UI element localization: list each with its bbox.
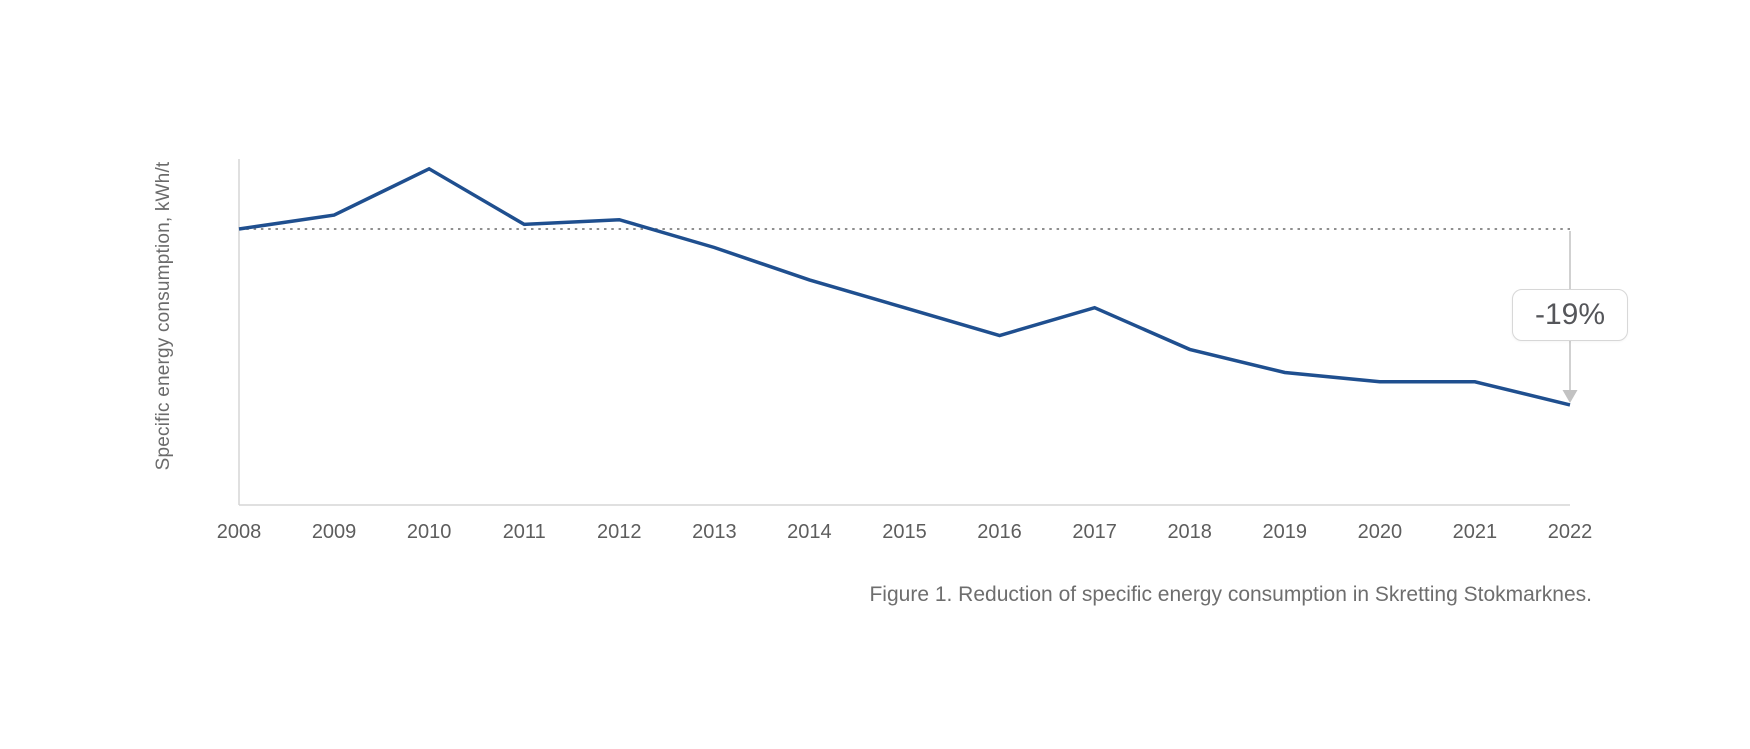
percent-change-value: -19% — [1534, 298, 1606, 331]
x-tick-label-2021: 2021 — [1452, 521, 1498, 543]
x-tick-label-2022: 2022 — [1547, 521, 1593, 543]
x-tick-label-2010: 2010 — [406, 521, 452, 543]
x-tick-label-2014: 2014 — [787, 521, 832, 543]
energy-consumption-series-line — [238, 166, 1571, 407]
x-tick-label-2016: 2016 — [977, 521, 1022, 543]
annotation-arrow-head-icon — [1562, 390, 1578, 403]
x-tick-label-2015: 2015 — [882, 521, 927, 543]
x-tick-label-2009: 2009 — [311, 521, 357, 543]
figure-caption: Figure 1. Reduction of specific energy c… — [869, 583, 1592, 606]
percent-change-badge: -19% — [1511, 289, 1629, 341]
x-tick-label-2012: 2012 — [597, 521, 642, 543]
x-tick-label-2017: 2017 — [1072, 521, 1117, 543]
y-axis-label: Specific energy consumption, kWh/t — [153, 161, 174, 471]
x-tick-label-2008: 2008 — [216, 521, 262, 543]
x-tick-label-2018: 2018 — [1167, 521, 1212, 543]
x-tick-label-2020: 2020 — [1357, 521, 1403, 543]
x-tick-label-2013: 2013 — [692, 521, 737, 543]
x-tick-label-2019: 2019 — [1262, 521, 1308, 543]
x-tick-label-2011: 2011 — [502, 521, 546, 543]
